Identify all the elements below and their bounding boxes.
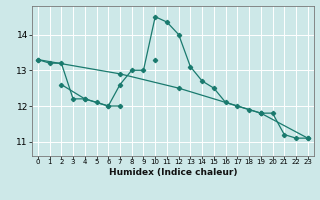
X-axis label: Humidex (Indice chaleur): Humidex (Indice chaleur)	[108, 168, 237, 177]
